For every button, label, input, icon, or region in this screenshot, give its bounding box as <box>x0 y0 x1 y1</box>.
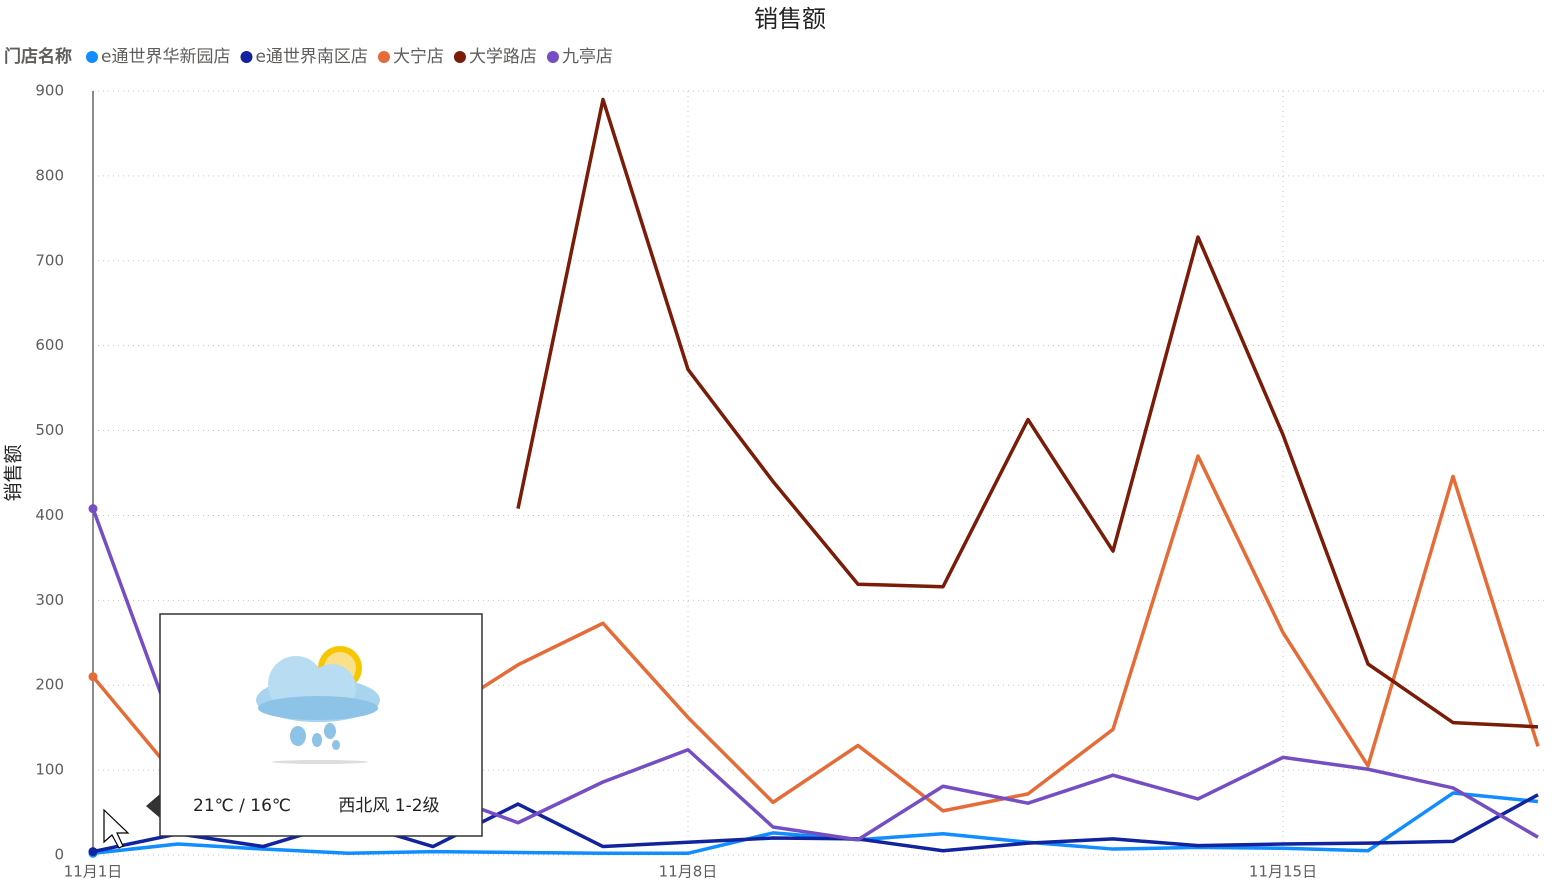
y-tick-label: 700 <box>35 251 64 269</box>
legend-marker <box>546 51 559 63</box>
series-line <box>516 97 1539 729</box>
tooltip-wind: 西北风 1-2级 <box>338 796 439 816</box>
hover-dot <box>88 672 98 682</box>
x-tick-label: 11月15日 <box>1249 863 1317 881</box>
tooltip-temperature: 21℃ / 16℃ <box>193 796 291 816</box>
hover-dot <box>88 847 98 857</box>
weather-icon <box>256 646 380 764</box>
series-line <box>92 791 1539 856</box>
tooltip: 21℃ / 16℃ 西北风 1-2级 <box>146 613 483 837</box>
hover-dot <box>88 504 98 514</box>
y-tick-label: 600 <box>35 336 64 354</box>
legend-label: e通世界南区店 <box>255 47 367 67</box>
tooltip-box <box>159 613 483 837</box>
legend-label: 大学路店 <box>469 47 537 67</box>
legend-label: 九亭店 <box>562 47 613 67</box>
legend-title: 门店名称 <box>4 46 72 67</box>
legend-marker <box>377 51 390 63</box>
y-tick-label: 0 <box>54 846 64 864</box>
x-tick-label: 11月1日 <box>64 863 123 881</box>
legend-label: e通世界华新园店 <box>101 47 230 67</box>
y-tick-label: 300 <box>35 591 64 609</box>
mouse-cursor <box>103 808 130 849</box>
y-tick-label: 500 <box>35 421 64 439</box>
y-tick-label: 100 <box>35 761 64 779</box>
plot-area: 0 100 200 300 400 500 600 700 800 900 11月1日 11月8日 11… <box>35 82 1545 881</box>
y-tick-label: 200 <box>35 676 64 694</box>
tooltip-pointer <box>146 794 160 818</box>
chart-title: 销售额 <box>754 5 826 33</box>
y-tick-label: 400 <box>35 506 64 524</box>
x-tick-label: 11月8日 <box>659 863 718 881</box>
legend-label: 大宁店 <box>393 47 444 67</box>
legend: 门店名称 e通世界华新园店 e通世界南区店 大宁店 大学路店 九亭店 <box>4 46 613 67</box>
y-axis-title: 销售额 <box>3 444 25 501</box>
hover-dots <box>88 504 98 858</box>
legend-marker <box>240 51 253 63</box>
legend-marker <box>86 51 98 63</box>
y-tick-label: 800 <box>35 166 64 184</box>
legend-marker <box>453 51 466 63</box>
y-tick-label: 900 <box>35 82 64 100</box>
